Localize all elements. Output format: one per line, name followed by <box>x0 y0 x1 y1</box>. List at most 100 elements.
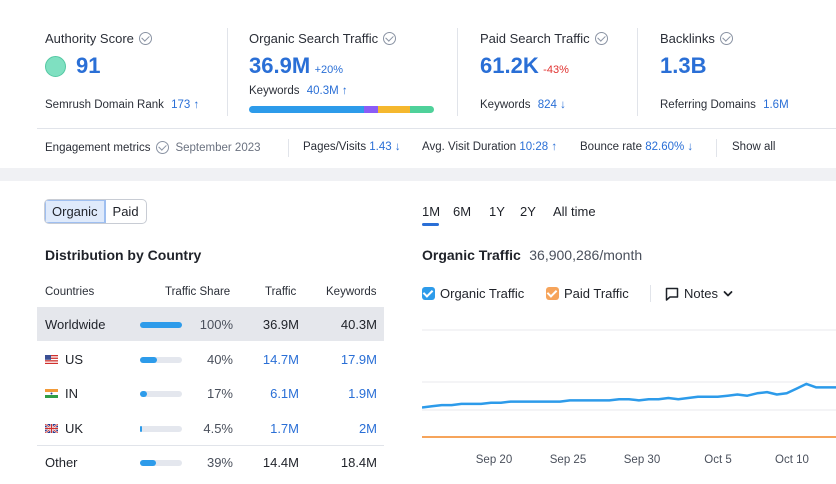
traffic-share-fill <box>140 391 148 397</box>
col-countries: Countries <box>45 286 95 298</box>
traffic-share-bar <box>140 460 182 466</box>
x-tick-label: Sep 20 <box>476 454 512 466</box>
paid-traffic-delta: -43% <box>543 64 569 76</box>
organic-traffic-label: Organic Search Traffic <box>249 31 379 46</box>
divider <box>650 285 651 302</box>
backlinks-label: Backlinks <box>660 31 715 46</box>
country-row-other[interactable]: Other 39% 14.4M 18.4M <box>37 445 384 479</box>
keywords-value[interactable]: 17.9M <box>340 351 377 367</box>
traffic-share-bar <box>140 425 182 432</box>
toggle-organic[interactable]: Organic <box>45 200 106 223</box>
col-traffic: Traffic <box>265 286 297 298</box>
show-all-link[interactable]: Show all <box>732 141 776 153</box>
time-tab-1y[interactable]: 1Y <box>489 204 505 219</box>
authority-score-value-group: 91 <box>45 53 100 79</box>
organic-traffic-value-group: 36.9M +20% <box>249 53 343 79</box>
organic-paid-toggle: Organic Paid <box>44 199 147 224</box>
legend-organic[interactable]: Organic Traffic <box>422 286 524 301</box>
traffic-share-bar <box>140 356 182 363</box>
bounce-rate-value: 82.60% ↓ <box>645 141 694 153</box>
paid-keywords-value[interactable]: 824 ↓ <box>537 99 566 111</box>
legend-organic-label: Organic Traffic <box>440 286 525 301</box>
info-icon[interactable] <box>138 32 152 45</box>
traffic-share-fill <box>140 425 142 432</box>
paid-keywords: Keywords 824 ↓ <box>480 99 566 111</box>
info-icon[interactable] <box>719 32 733 45</box>
domain-rank-value[interactable]: 173 ↑ <box>171 99 200 111</box>
referring-domains: Referring Domains 1.6M <box>660 99 789 111</box>
country-row-worldwide[interactable]: Worldwide 100% 36.9M 40.3M <box>37 307 384 341</box>
traffic-share-value: 17% <box>206 386 233 401</box>
info-icon[interactable] <box>156 141 170 154</box>
divider <box>637 28 638 116</box>
keywords-value: 40.3M <box>340 317 377 332</box>
organic-traffic-line[interactable] <box>422 382 836 409</box>
organic-traffic-value[interactable]: 36.9M <box>249 53 311 78</box>
divider <box>37 128 836 129</box>
notes-label: Notes <box>684 286 718 301</box>
pages-visits-label: Pages/Visits <box>303 141 367 153</box>
chevron-down-icon <box>723 290 733 296</box>
paid-traffic-title: Paid Search Traffic <box>480 31 608 46</box>
active-tab-indicator <box>422 223 439 226</box>
keywords-value[interactable]: 2M <box>358 420 377 436</box>
organic-traffic-chart-value: 36,900,286/month <box>529 247 643 263</box>
organic-traffic-title: Organic Search Traffic <box>249 31 397 46</box>
country-name[interactable]: IN <box>45 386 78 401</box>
paid-keywords-label: Keywords <box>480 99 531 111</box>
organic-traffic-header: Organic Traffic 36,900,286/month <box>422 247 642 265</box>
score-circle-icon <box>45 55 66 77</box>
keywords-segment-3 <box>363 106 379 113</box>
time-tab-all-time[interactable]: All time <box>553 204 596 219</box>
divider <box>716 139 717 157</box>
time-tab-1m[interactable]: 1M <box>422 204 441 219</box>
domain-rank-label: Semrush Domain Rank <box>45 99 164 111</box>
keywords-segment-1 <box>249 106 305 113</box>
engagement-label: Engagement metrics <box>45 141 151 154</box>
country-name[interactable]: US <box>45 352 83 367</box>
traffic-share-value: 4.5% <box>203 420 233 436</box>
country-row-uk[interactable]: UK 4.5% 1.7M 2M <box>37 411 384 445</box>
divider <box>37 445 384 446</box>
keywords-value[interactable]: 1.9M <box>348 386 377 401</box>
bounce-rate: Bounce rate 82.60% ↓ <box>580 141 693 153</box>
legend-paid[interactable]: Paid Traffic <box>546 286 629 301</box>
country-row-in[interactable]: IN 17% 6.1M 1.9M <box>37 376 384 410</box>
checkbox-checked-icon[interactable] <box>546 287 559 300</box>
referring-domains-label: Referring Domains <box>660 99 756 111</box>
engagement-metrics-bar: Engagement metrics September 2023 <box>45 141 261 154</box>
notes-dropdown[interactable]: Notes <box>665 286 733 301</box>
backlinks-value-group: 1.3B <box>660 53 706 79</box>
traffic-share-value: 39% <box>206 455 233 470</box>
organic-keywords-value[interactable]: 40.3M ↑ <box>306 85 348 97</box>
keywords-segment-2 <box>304 106 364 113</box>
toggle-paid[interactable]: Paid <box>112 204 139 219</box>
x-tick-label: Oct 10 <box>775 454 809 466</box>
col-traffic-share: Traffic Share <box>165 286 231 298</box>
traffic-value[interactable]: 1.7M <box>270 420 299 436</box>
traffic-value[interactable]: 6.1M <box>270 386 299 401</box>
referring-domains-value[interactable]: 1.6M <box>763 99 789 111</box>
time-tab-2y[interactable]: 2Y <box>520 204 536 219</box>
divider <box>288 139 289 157</box>
info-icon[interactable] <box>594 32 608 45</box>
us-flag-icon <box>45 354 58 364</box>
traffic-share-value: 100% <box>199 317 233 332</box>
traffic-share-value: 40% <box>206 351 233 367</box>
country-name[interactable]: UK <box>45 421 83 436</box>
backlinks-value[interactable]: 1.3B <box>660 53 707 78</box>
traffic-value[interactable]: 14.7M <box>262 351 299 367</box>
country-row-us[interactable]: US 40% 14.7M 17.9M <box>37 342 384 376</box>
time-tab-6m[interactable]: 6M <box>453 204 472 219</box>
keywords-distribution-bar <box>249 106 434 113</box>
engagement-date: September 2023 <box>175 141 261 154</box>
checkbox-checked-icon[interactable] <box>422 287 435 300</box>
keywords-value: 18.4M <box>340 455 377 470</box>
organic-keywords-label: Keywords <box>249 85 300 97</box>
paid-traffic-value[interactable]: 61.2K <box>480 53 539 78</box>
paid-traffic-label: Paid Search Traffic <box>480 31 590 46</box>
organic-traffic-chart: Sep 20 Sep 25 Sep 30 Oct 5 Oct 10 <box>422 329 836 466</box>
info-icon[interactable] <box>383 32 397 45</box>
backlinks-title: Backlinks <box>660 31 733 46</box>
authority-score-value[interactable]: 91 <box>76 53 101 78</box>
